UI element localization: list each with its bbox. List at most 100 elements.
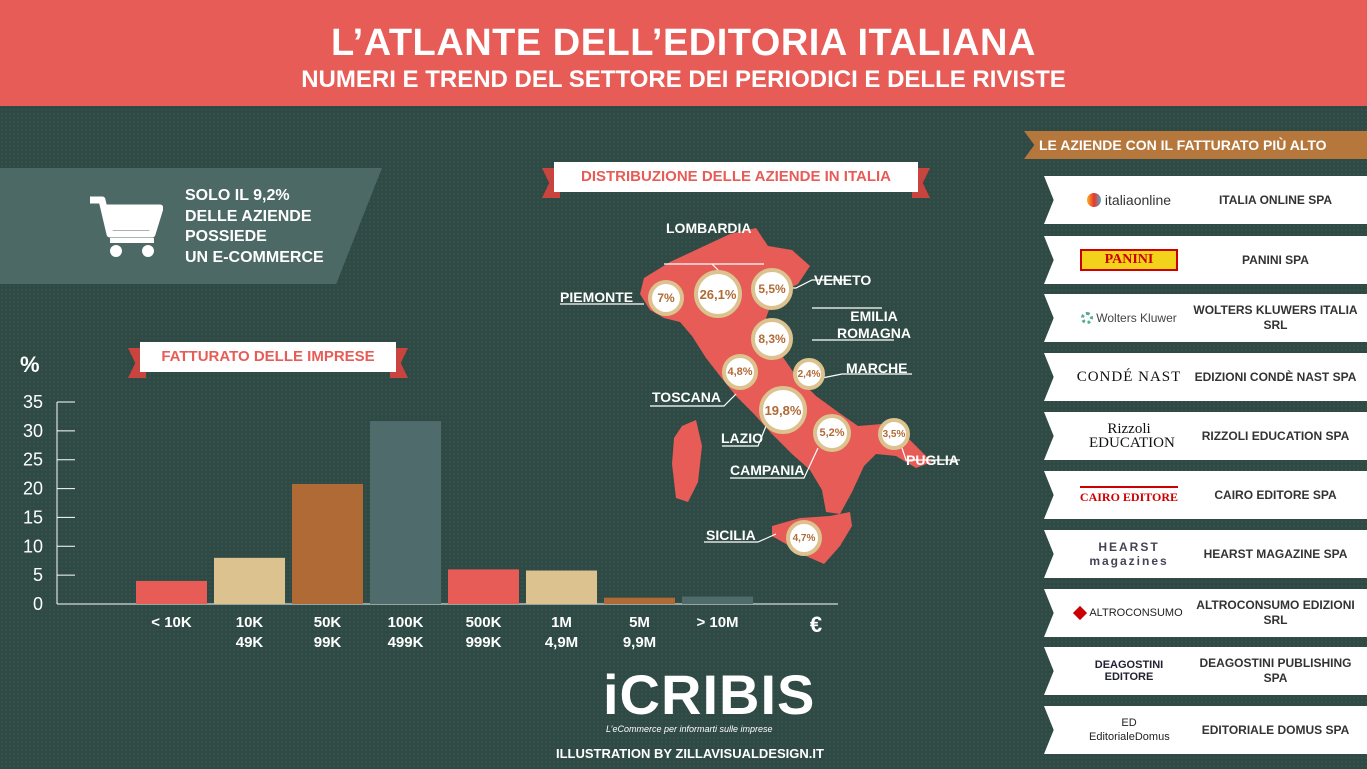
fatturato-label: FATTURATO DELLE IMPRESE bbox=[161, 348, 375, 365]
company-name: EDIZIONI CONDÈ NAST SPA bbox=[1194, 369, 1357, 384]
company-logo-text: ALTROCONSUMO bbox=[1089, 607, 1183, 619]
company-name: PANINI SPA bbox=[1242, 252, 1309, 267]
bar bbox=[448, 569, 519, 604]
region-value-bubble: 19,8% bbox=[759, 386, 807, 434]
x-axis-label: € bbox=[810, 612, 822, 637]
company-item: CAIRO EDITORE CAIRO EDITORE SPA bbox=[1044, 471, 1367, 519]
ecommerce-line: SOLO IL 9,2% bbox=[185, 187, 290, 204]
region-name: SICILIA bbox=[706, 527, 756, 543]
x-tick-label: 50K bbox=[314, 614, 342, 631]
region-name: VENETO bbox=[814, 272, 872, 288]
y-tick-label: 5 bbox=[33, 565, 43, 585]
x-tick-label: 5M bbox=[629, 614, 650, 631]
company-logo-text: ED EditorialeDomus bbox=[1089, 717, 1170, 743]
y-tick-label: 15 bbox=[23, 507, 43, 527]
region-value-bubble: 8,3% bbox=[751, 318, 793, 360]
company-item: ALTROCONSUMO ALTROCONSUMO EDIZIONI SRL bbox=[1044, 589, 1367, 637]
x-tick-label: 10K bbox=[236, 614, 264, 631]
x-tick-label: 4,9M bbox=[545, 634, 578, 651]
company-item: ED EditorialeDomus EDITORIALE DOMUS SPA bbox=[1044, 706, 1367, 754]
y-tick-label: 35 bbox=[23, 392, 43, 412]
region-name: LAZIO bbox=[721, 430, 763, 446]
page-subtitle: NUMERI E TREND DEL SETTORE DEI PERIODICI… bbox=[301, 66, 1066, 93]
region-name: PUGLIA bbox=[906, 452, 959, 468]
bar bbox=[526, 570, 597, 604]
region-value-bubble: 26,1% bbox=[694, 270, 742, 318]
region-name: EMILIA ROMAGNA bbox=[837, 308, 911, 341]
company-name: CAIRO EDITORE SPA bbox=[1214, 487, 1337, 502]
x-tick-label: 499K bbox=[388, 634, 424, 651]
company-logo: ALTROCONSUMO bbox=[1073, 597, 1184, 629]
companies-ribbon: LE AZIENDE CON IL FATTURATO PIÙ ALTO bbox=[1024, 131, 1367, 159]
ecommerce-line: POSSIEDE bbox=[185, 228, 267, 245]
wolters-kluwer-logo-icon bbox=[1081, 312, 1094, 324]
region-lines bbox=[560, 263, 960, 543]
company-item: Rizzoli EDUCATION RIZZOLI EDUCATION SPA bbox=[1044, 412, 1367, 460]
company-item: Wolters Kluwer WOLTERS KLUWERS ITALIA SR… bbox=[1044, 294, 1367, 342]
company-logo: CAIRO EDITORE bbox=[1074, 479, 1184, 511]
company-logo: Rizzoli EDUCATION bbox=[1074, 420, 1184, 452]
company-item: italiaonline ITALIA ONLINE SPA bbox=[1044, 176, 1367, 224]
cribis-tagline: L’eCommerce per informarti sulle imprese bbox=[606, 724, 773, 734]
x-tick-label: 999K bbox=[466, 634, 502, 651]
cribis-logo: iCRIBIS bbox=[603, 663, 816, 726]
region-name: CAMPANIA bbox=[730, 462, 805, 478]
x-tick-label: 500K bbox=[466, 614, 502, 631]
company-logo: italiaonline bbox=[1074, 184, 1184, 216]
map-ribbon: DISTRIBUZIONE DELLE AZIENDE IN ITALIA bbox=[542, 162, 930, 198]
bar bbox=[370, 421, 441, 604]
bar bbox=[292, 483, 363, 604]
bar bbox=[604, 597, 675, 604]
bar bbox=[136, 580, 207, 604]
y-tick-label: 0 bbox=[33, 594, 43, 614]
company-logo-text: CONDÉ NAST bbox=[1076, 368, 1182, 385]
company-logo: HEARST magazines bbox=[1074, 538, 1184, 570]
company-name: RIZZOLI EDUCATION SPA bbox=[1201, 428, 1350, 443]
header-banner: L’ATLANTE DELL’EDITORIA ITALIANA NUMERI … bbox=[0, 0, 1367, 106]
company-item: HEARST magazines HEARST MAGAZINE SPA bbox=[1044, 530, 1367, 578]
x-tick-label: > 10M bbox=[696, 614, 738, 631]
company-name: ALTROCONSUMO EDIZIONI SRL bbox=[1196, 598, 1355, 627]
illustration-credit: ILLUSTRATION BY ZILLAVISUALDESIGN.IT bbox=[556, 746, 824, 761]
region-value-bubble: 2,4% bbox=[793, 358, 825, 390]
company-item: DEAGOSTINI EDITORE DEAGOSTINI PUBLISHING… bbox=[1044, 647, 1367, 695]
bar bbox=[682, 596, 753, 604]
company-logo: CONDÉ NAST bbox=[1074, 361, 1184, 393]
region-name: PIEMONTE bbox=[560, 289, 634, 305]
region-value-bubble: 3,5% bbox=[878, 418, 910, 450]
x-tick-label: 99K bbox=[314, 634, 342, 651]
company-logo-text: DEAGOSTINI EDITORE bbox=[1094, 659, 1164, 683]
company-logo: Wolters Kluwer bbox=[1074, 302, 1184, 334]
x-tick-label: 49K bbox=[236, 634, 264, 651]
y-tick-label: 30 bbox=[23, 421, 43, 441]
company-logo-text: italiaonline bbox=[1104, 192, 1172, 208]
x-tick-label: 100K bbox=[388, 614, 424, 631]
company-logo-text: CAIRO EDITORE bbox=[1079, 485, 1179, 505]
x-tick-label: 9,9M bbox=[623, 634, 656, 651]
ecommerce-banner: SOLO IL 9,2% DELLE AZIENDE POSSIEDE UN E… bbox=[0, 168, 382, 284]
y-tick-label: 20 bbox=[23, 479, 43, 499]
company-item: PANINI PANINI SPA bbox=[1044, 236, 1367, 284]
region-value-bubble: 5,5% bbox=[751, 268, 793, 310]
region-value-bubble: 5,2% bbox=[813, 414, 851, 452]
company-logo-text: PANINI bbox=[1080, 249, 1178, 271]
company-logo-text: Rizzoli EDUCATION bbox=[1089, 421, 1175, 451]
altroconsumo-logo-icon bbox=[1073, 605, 1088, 621]
company-logo: PANINI bbox=[1074, 244, 1184, 276]
company-logo: DEAGOSTINI EDITORE bbox=[1074, 655, 1184, 687]
company-logo: ED EditorialeDomus bbox=[1074, 714, 1184, 746]
ecommerce-line: UN E-COMMERCE bbox=[185, 248, 324, 266]
company-name: WOLTERS KLUWERS ITALIA SRL bbox=[1193, 303, 1358, 332]
revenue-bar-chart: % 0 5 10 15 20 25 30 35 < 10K 10K 49K 50K 99K 100K 499K… bbox=[20, 352, 838, 651]
company-logo-text: HEARST magazines bbox=[1089, 540, 1169, 568]
x-tick-label: < 10K bbox=[151, 614, 192, 631]
region-name: LOMBARDIA bbox=[666, 220, 752, 236]
page-title: L’ATLANTE DELL’EDITORIA ITALIANA bbox=[331, 22, 1036, 64]
y-tick-label: 10 bbox=[23, 536, 43, 556]
company-item: CONDÉ NAST EDIZIONI CONDÈ NAST SPA bbox=[1044, 353, 1367, 401]
y-tick-label: 25 bbox=[23, 450, 43, 470]
company-logo-text: Wolters Kluwer bbox=[1096, 311, 1177, 325]
companies-title: LE AZIENDE CON IL FATTURATO PIÙ ALTO bbox=[1039, 137, 1327, 153]
map-label: DISTRIBUZIONE DELLE AZIENDE IN ITALIA bbox=[581, 168, 891, 185]
region-value-bubble: 7% bbox=[648, 280, 684, 316]
